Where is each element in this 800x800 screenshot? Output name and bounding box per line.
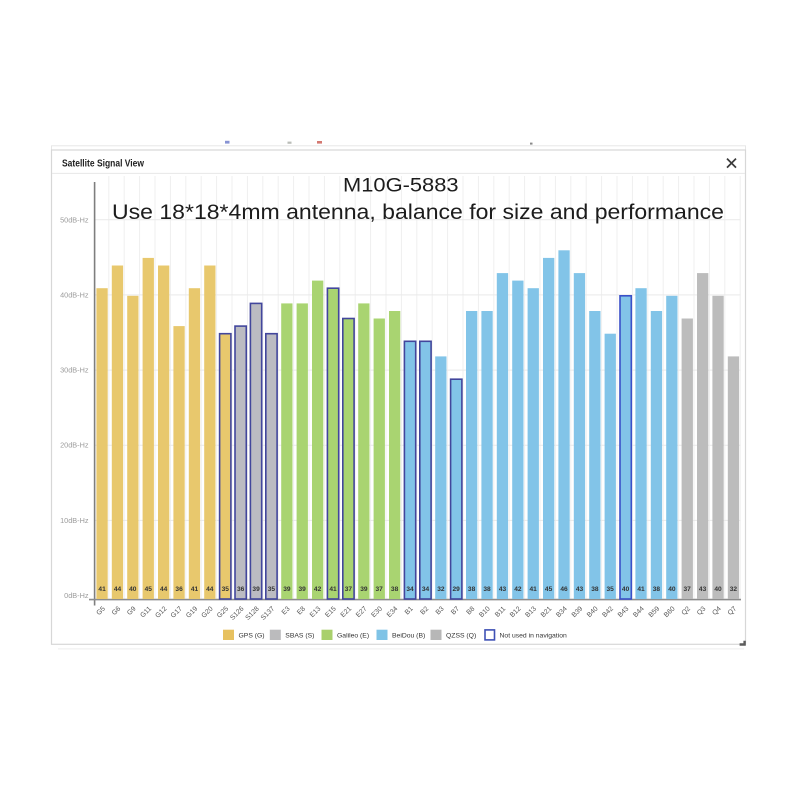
svg-text:35: 35 [268, 586, 276, 593]
svg-text:32: 32 [437, 586, 445, 593]
svg-text:B1: B1 [404, 605, 415, 616]
svg-text:40: 40 [668, 586, 676, 593]
svg-text:38: 38 [653, 586, 661, 593]
svg-text:41: 41 [530, 586, 538, 593]
svg-text:35: 35 [607, 586, 615, 593]
svg-text:Q3: Q3 [696, 605, 708, 617]
svg-text:Not used in navigation: Not used in navigation [500, 633, 567, 640]
svg-text:G5: G5 [95, 605, 107, 617]
svg-text:B2: B2 [419, 605, 430, 616]
svg-text:38: 38 [468, 586, 476, 593]
svg-text:42: 42 [514, 586, 522, 593]
svg-text:39: 39 [299, 586, 307, 593]
svg-text:43: 43 [576, 586, 584, 593]
svg-text:B3: B3 [435, 605, 446, 616]
svg-text:50dB-Hz: 50dB-Hz [60, 215, 89, 224]
svg-text:41: 41 [637, 586, 645, 593]
svg-text:Galileo (E): Galileo (E) [337, 633, 369, 640]
svg-text:41: 41 [191, 586, 199, 593]
svg-text:44: 44 [206, 586, 214, 593]
svg-text:40dB-Hz: 40dB-Hz [60, 290, 89, 299]
svg-text:41: 41 [329, 586, 337, 593]
svg-text:39: 39 [252, 586, 260, 593]
svg-text:39: 39 [283, 586, 291, 593]
svg-text:Use 18*18*4mm antenna, balance: Use 18*18*4mm antenna, balance for size … [112, 200, 724, 224]
svg-text:36: 36 [237, 586, 245, 593]
svg-text:37: 37 [684, 586, 692, 593]
svg-text:SBAS (S): SBAS (S) [285, 633, 314, 640]
svg-text:GPS (G): GPS (G) [239, 633, 265, 640]
svg-text:E3: E3 [281, 605, 292, 616]
svg-text:45: 45 [145, 586, 153, 593]
svg-text:30dB-Hz: 30dB-Hz [60, 366, 89, 375]
svg-text:QZSS (Q): QZSS (Q) [446, 633, 476, 640]
svg-text:G6: G6 [111, 605, 123, 617]
svg-text:0dB-Hz: 0dB-Hz [64, 591, 89, 600]
svg-text:B8: B8 [465, 605, 476, 616]
svg-text:46: 46 [560, 586, 568, 593]
svg-text:44: 44 [114, 586, 122, 593]
svg-text:B7: B7 [450, 605, 461, 616]
svg-text:40: 40 [622, 586, 630, 593]
svg-text:38: 38 [391, 586, 399, 593]
svg-text:20dB-Hz: 20dB-Hz [60, 441, 89, 450]
svg-text:43: 43 [499, 586, 507, 593]
svg-text:Q7: Q7 [727, 605, 739, 617]
svg-text:M10G-5883: M10G-5883 [343, 174, 459, 196]
svg-text:38: 38 [591, 586, 599, 593]
svg-text:BeiDou (B): BeiDou (B) [392, 633, 425, 640]
svg-text:Q4: Q4 [711, 605, 723, 617]
svg-text:37: 37 [376, 586, 384, 593]
svg-text:43: 43 [699, 586, 707, 593]
svg-text:10dB-Hz: 10dB-Hz [60, 516, 89, 525]
svg-text:Q2: Q2 [681, 605, 693, 617]
svg-text:34: 34 [422, 586, 430, 593]
svg-text:38: 38 [483, 586, 491, 593]
svg-text:G9: G9 [126, 605, 138, 617]
svg-text:37: 37 [345, 586, 353, 593]
svg-text:42: 42 [314, 586, 322, 593]
svg-text:45: 45 [545, 586, 553, 593]
svg-text:44: 44 [160, 586, 168, 593]
svg-text:41: 41 [98, 586, 106, 593]
svg-text:35: 35 [222, 586, 230, 593]
svg-text:34: 34 [406, 586, 414, 593]
svg-text:39: 39 [360, 586, 368, 593]
svg-text:32: 32 [730, 586, 738, 593]
svg-text:40: 40 [714, 586, 722, 593]
svg-text:29: 29 [453, 586, 461, 593]
svg-text:36: 36 [175, 586, 183, 593]
svg-text:Satellite Signal View: Satellite Signal View [62, 158, 144, 169]
svg-text:40: 40 [129, 586, 137, 593]
svg-text:E8: E8 [296, 605, 307, 616]
